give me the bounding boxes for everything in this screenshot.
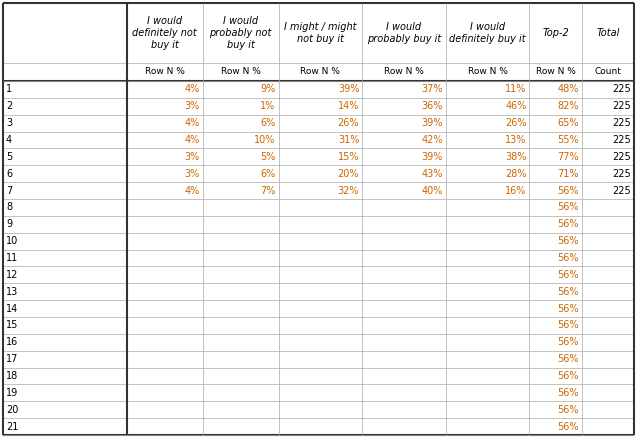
Text: 225: 225 <box>612 152 631 162</box>
Text: 2: 2 <box>6 101 12 111</box>
Text: 56%: 56% <box>557 421 579 431</box>
Text: 6%: 6% <box>261 118 276 128</box>
Text: 13: 13 <box>6 287 18 297</box>
Text: Row N %: Row N % <box>145 67 185 77</box>
Text: 55%: 55% <box>557 135 579 145</box>
Text: 40%: 40% <box>422 186 443 196</box>
Text: I would
definitely buy it: I would definitely buy it <box>449 22 526 44</box>
Text: 56%: 56% <box>557 186 579 196</box>
Text: 225: 225 <box>612 169 631 179</box>
Text: 225: 225 <box>612 135 631 145</box>
Text: 4: 4 <box>6 135 12 145</box>
Text: 65%: 65% <box>557 118 579 128</box>
Text: 4%: 4% <box>184 135 199 145</box>
Text: 6%: 6% <box>261 169 276 179</box>
Text: 56%: 56% <box>557 321 579 330</box>
Text: 56%: 56% <box>557 371 579 381</box>
Text: 39%: 39% <box>422 152 443 162</box>
Text: 8: 8 <box>6 202 12 212</box>
Text: 56%: 56% <box>557 354 579 364</box>
Text: 56%: 56% <box>557 253 579 263</box>
Text: 15: 15 <box>6 321 18 330</box>
Text: 37%: 37% <box>421 85 443 95</box>
Text: Row N %: Row N % <box>301 67 340 77</box>
Text: Row N %: Row N % <box>220 67 261 77</box>
Text: 10%: 10% <box>254 135 276 145</box>
Text: 42%: 42% <box>421 135 443 145</box>
Text: 12: 12 <box>6 270 18 280</box>
Text: 4%: 4% <box>184 186 199 196</box>
Text: 77%: 77% <box>557 152 579 162</box>
Text: 3: 3 <box>6 118 12 128</box>
Text: 17: 17 <box>6 354 18 364</box>
Text: I would
probably buy it: I would probably buy it <box>367 22 441 44</box>
Text: 4%: 4% <box>184 85 199 95</box>
Text: 18: 18 <box>6 371 18 381</box>
Text: 3%: 3% <box>184 101 199 111</box>
Text: 56%: 56% <box>557 304 579 314</box>
Text: 28%: 28% <box>505 169 526 179</box>
Text: 3%: 3% <box>184 152 199 162</box>
Text: 1%: 1% <box>261 101 276 111</box>
Text: 36%: 36% <box>422 101 443 111</box>
Text: 43%: 43% <box>422 169 443 179</box>
Text: 11%: 11% <box>505 85 526 95</box>
Text: 14: 14 <box>6 304 18 314</box>
Text: 56%: 56% <box>557 270 579 280</box>
Text: 16: 16 <box>6 337 18 347</box>
Text: 38%: 38% <box>505 152 526 162</box>
Text: 46%: 46% <box>505 101 526 111</box>
Text: 26%: 26% <box>505 118 526 128</box>
Text: 56%: 56% <box>557 405 579 415</box>
Text: 15%: 15% <box>338 152 359 162</box>
Text: 56%: 56% <box>557 388 579 398</box>
Text: 225: 225 <box>612 118 631 128</box>
Text: 225: 225 <box>612 101 631 111</box>
Text: 225: 225 <box>612 186 631 196</box>
Text: 4%: 4% <box>184 118 199 128</box>
Text: 56%: 56% <box>557 202 579 212</box>
Text: 56%: 56% <box>557 219 579 229</box>
Text: Row N %: Row N % <box>384 67 424 77</box>
Text: I would
definitely not
buy it: I would definitely not buy it <box>132 16 197 49</box>
Text: 56%: 56% <box>557 287 579 297</box>
Text: Top-2: Top-2 <box>542 28 569 38</box>
Text: 20%: 20% <box>338 169 359 179</box>
Text: 14%: 14% <box>338 101 359 111</box>
Text: 39%: 39% <box>338 85 359 95</box>
Text: I would
probably not
buy it: I would probably not buy it <box>210 16 272 49</box>
Text: 1: 1 <box>6 85 12 95</box>
Text: Count: Count <box>594 67 621 77</box>
Text: 3%: 3% <box>184 169 199 179</box>
Text: 56%: 56% <box>557 236 579 246</box>
Text: 7%: 7% <box>260 186 276 196</box>
Text: 20: 20 <box>6 405 18 415</box>
Text: 26%: 26% <box>338 118 359 128</box>
Text: 13%: 13% <box>505 135 526 145</box>
Text: 9: 9 <box>6 219 12 229</box>
Text: 82%: 82% <box>557 101 579 111</box>
Text: 9%: 9% <box>261 85 276 95</box>
Text: 48%: 48% <box>557 85 579 95</box>
Text: 225: 225 <box>612 85 631 95</box>
Text: Total: Total <box>596 28 620 38</box>
Text: 31%: 31% <box>338 135 359 145</box>
Text: 71%: 71% <box>557 169 579 179</box>
Text: 56%: 56% <box>557 337 579 347</box>
Text: 16%: 16% <box>505 186 526 196</box>
Text: 39%: 39% <box>422 118 443 128</box>
Text: 5%: 5% <box>260 152 276 162</box>
Text: Row N %: Row N % <box>536 67 576 77</box>
Text: 5: 5 <box>6 152 12 162</box>
Text: Row N %: Row N % <box>468 67 508 77</box>
Text: I might / might
not buy it: I might / might not buy it <box>284 22 357 44</box>
Text: 7: 7 <box>6 186 12 196</box>
Text: 21: 21 <box>6 421 18 431</box>
Text: 10: 10 <box>6 236 18 246</box>
Text: 32%: 32% <box>338 186 359 196</box>
Text: 11: 11 <box>6 253 18 263</box>
Text: 6: 6 <box>6 169 12 179</box>
Text: 19: 19 <box>6 388 18 398</box>
